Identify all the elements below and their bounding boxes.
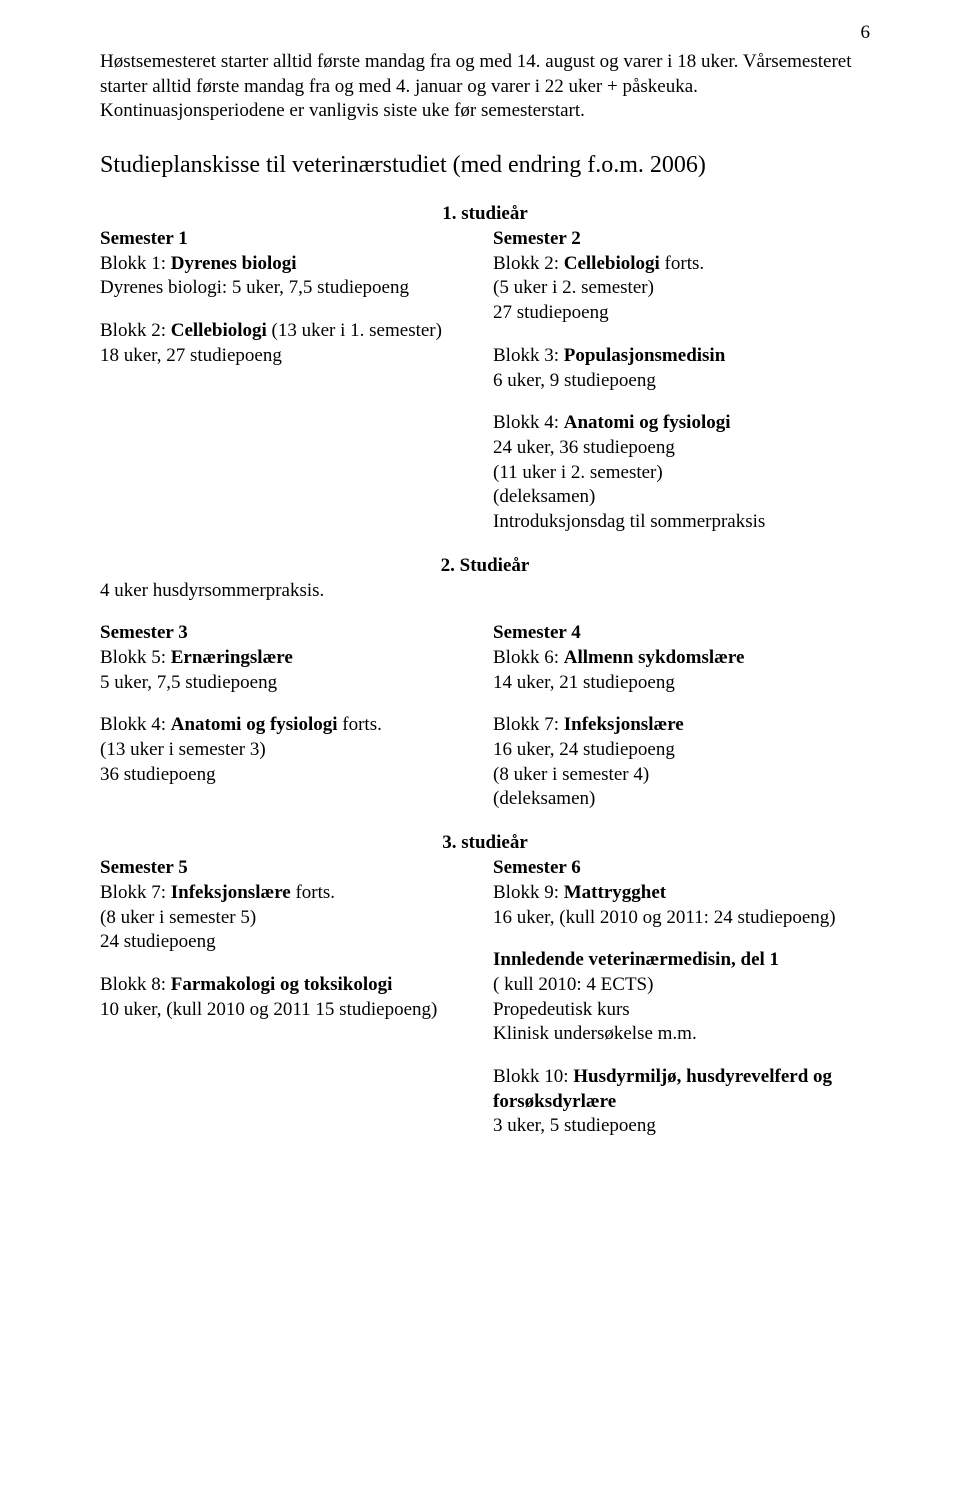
- text-bold: Cellebiologi: [564, 253, 665, 274]
- text-bold: Cellebiologi: [171, 320, 272, 341]
- text-bold: Anatomi og fysiologi: [564, 412, 731, 433]
- y1-right-line7: 24 uker, 36 studiepoeng: [493, 436, 870, 461]
- y3-right-line2: 16 uker, (kull 2010 og 2011: 24 studiepo…: [493, 906, 870, 931]
- y1-right-line3: 27 studiepoeng: [493, 301, 870, 326]
- page: 6 Høstsemesteret starter alltid første m…: [0, 0, 960, 1495]
- text: Blokk 4:: [100, 714, 171, 735]
- y2-left-line5: 36 studiepoeng: [100, 763, 477, 788]
- year2-heading: 2. Studieår: [100, 555, 870, 577]
- y3-left-line1: Blokk 7: Infeksjonslære forts.: [100, 881, 477, 906]
- y1-right-line10: Introduksjonsdag til sommerpraksis: [493, 510, 870, 535]
- y1-left-line4: 18 uker, 27 studiepoeng: [100, 344, 477, 369]
- y3-right-line7: Blokk 10: Husdyrmiljø, husdyrevelferd og…: [493, 1065, 870, 1114]
- text: Blokk 1:: [100, 253, 171, 274]
- y3-left-line3: 24 studiepoeng: [100, 930, 477, 955]
- y3-left-line2: (8 uker i semester 5): [100, 906, 477, 931]
- text: Blokk 2:: [493, 253, 564, 274]
- text: forts.: [295, 882, 335, 903]
- page-number: 6: [861, 22, 871, 44]
- text: Blokk 3:: [493, 345, 564, 366]
- year2-left: Semester 3 Blokk 5: Ernæringslære 5 uker…: [100, 621, 493, 812]
- text-bold: Infeksjonslære: [564, 714, 684, 735]
- text-bold: Farmakologi og toksikologi: [171, 974, 393, 995]
- section-title: Studieplanskisse til veterinærstudiet (m…: [100, 152, 870, 179]
- text: Blokk 5:: [100, 647, 171, 668]
- y1-right-line5: 6 uker, 9 studiepoeng: [493, 369, 870, 394]
- y2-right-line3: Blokk 7: Infeksjonslære: [493, 713, 870, 738]
- y1-left-line3: Blokk 2: Cellebiologi (13 uker i 1. seme…: [100, 319, 477, 344]
- semester-3-label: Semester 3: [100, 621, 477, 646]
- text-bold: Infeksjonslære: [171, 882, 296, 903]
- year2-columns: Semester 3 Blokk 5: Ernæringslære 5 uker…: [100, 621, 870, 812]
- semester-4-label: Semester 4: [493, 621, 870, 646]
- text: Blokk 10:: [493, 1066, 573, 1087]
- y3-right-line5: Propedeutisk kurs: [493, 998, 870, 1023]
- y2-right-line2: 14 uker, 21 studiepoeng: [493, 671, 870, 696]
- text: forts.: [342, 714, 382, 735]
- text-bold: Dyrenes biologi: [171, 253, 297, 274]
- semester-6-label: Semester 6: [493, 856, 870, 881]
- text: Blokk 9:: [493, 882, 564, 903]
- year1-left: Semester 1 Blokk 1: Dyrenes biologi Dyre…: [100, 227, 493, 535]
- year2-preline: 4 uker husdyrsommerpraksis.: [100, 579, 870, 604]
- text-bold: Populasjonsmedisin: [564, 345, 726, 366]
- y2-left-line2: 5 uker, 7,5 studiepoeng: [100, 671, 477, 696]
- text-bold: Anatomi og fysiologi: [171, 714, 343, 735]
- y2-right-line4: 16 uker, 24 studiepoeng: [493, 738, 870, 763]
- y1-left-line1: Blokk 1: Dyrenes biologi: [100, 252, 477, 277]
- y1-right-line4: Blokk 3: Populasjonsmedisin: [493, 344, 870, 369]
- text: Blokk 7:: [493, 714, 564, 735]
- y3-left-line4: Blokk 8: Farmakologi og toksikologi: [100, 973, 477, 998]
- y3-right-line8: 3 uker, 5 studiepoeng: [493, 1114, 870, 1139]
- y3-right-line4: ( kull 2010: 4 ECTS): [493, 973, 870, 998]
- y2-left-line3: Blokk 4: Anatomi og fysiologi forts.: [100, 713, 477, 738]
- y2-right-line6: (deleksamen): [493, 787, 870, 812]
- year3-columns: Semester 5 Blokk 7: Infeksjonslære forts…: [100, 856, 870, 1139]
- semester-5-label: Semester 5: [100, 856, 477, 881]
- year3-heading: 3. studieår: [100, 832, 870, 854]
- y3-left-line5: 10 uker, (kull 2010 og 2011 15 studiepoe…: [100, 998, 477, 1023]
- intro-paragraph: Høstsemesteret starter alltid første man…: [100, 50, 870, 124]
- text: forts.: [665, 253, 705, 274]
- y1-right-line1: Blokk 2: Cellebiologi forts.: [493, 252, 870, 277]
- y1-right-line6: Blokk 4: Anatomi og fysiologi: [493, 411, 870, 436]
- text-bold: Allmenn sykdomslære: [564, 647, 745, 668]
- year3-right: Semester 6 Blokk 9: Mattrygghet 16 uker,…: [493, 856, 870, 1139]
- y1-left-line2: Dyrenes biologi: 5 uker, 7,5 studiepoeng: [100, 276, 477, 301]
- y1-right-line2: (5 uker i 2. semester): [493, 276, 870, 301]
- year1-columns: Semester 1 Blokk 1: Dyrenes biologi Dyre…: [100, 227, 870, 535]
- semester-2-label: Semester 2: [493, 227, 870, 252]
- y1-right-line8: (11 uker i 2. semester): [493, 461, 870, 486]
- year2-right: Semester 4 Blokk 6: Allmenn sykdomslære …: [493, 621, 870, 812]
- year3-left: Semester 5 Blokk 7: Infeksjonslære forts…: [100, 856, 493, 1139]
- y3-right-line6: Klinisk undersøkelse m.m.: [493, 1022, 870, 1047]
- y3-right-line3: Innledende veterinærmedisin, del 1: [493, 948, 870, 973]
- semester-1-label: Semester 1: [100, 227, 477, 252]
- text: Blokk 7:: [100, 882, 171, 903]
- y2-left-line1: Blokk 5: Ernæringslære: [100, 646, 477, 671]
- text: (13 uker i 1. semester): [272, 320, 442, 341]
- text: Blokk 8:: [100, 974, 171, 995]
- y2-left-line4: (13 uker i semester 3): [100, 738, 477, 763]
- y2-right-line5: (8 uker i semester 4): [493, 763, 870, 788]
- text-bold: Ernæringslære: [171, 647, 293, 668]
- y3-right-line1: Blokk 9: Mattrygghet: [493, 881, 870, 906]
- text: Blokk 2:: [100, 320, 171, 341]
- year1-heading: 1. studieår: [100, 203, 870, 225]
- text: Blokk 6:: [493, 647, 564, 668]
- text: Blokk 4:: [493, 412, 564, 433]
- y2-right-line1: Blokk 6: Allmenn sykdomslære: [493, 646, 870, 671]
- text-bold: Mattrygghet: [564, 882, 666, 903]
- y1-right-line9: (deleksamen): [493, 485, 870, 510]
- year1-right: Semester 2 Blokk 2: Cellebiologi forts. …: [493, 227, 870, 535]
